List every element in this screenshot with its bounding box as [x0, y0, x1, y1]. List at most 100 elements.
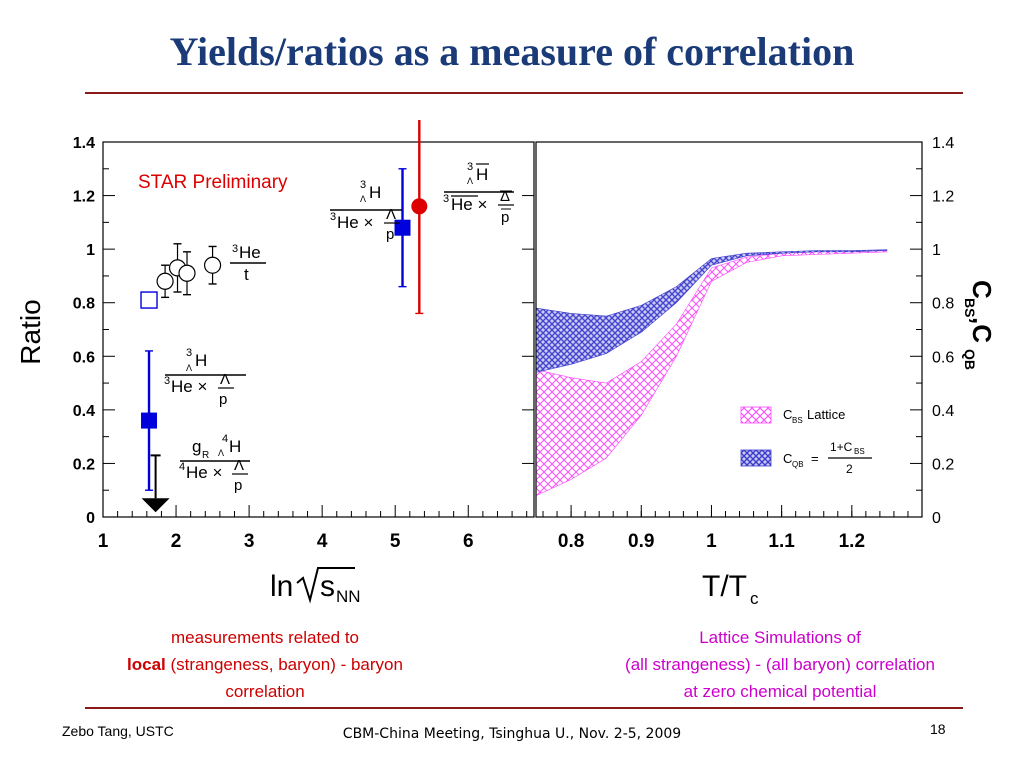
caption-left-line2-rest: (strangeness, baryon) - baryon — [165, 655, 403, 674]
label-he3-over-t: 3 He t — [230, 243, 266, 284]
caption-left-line3: correlation — [225, 682, 305, 701]
data-point-hypertriton — [394, 219, 411, 236]
caption-right: Lattice Simulations of (all strangeness)… — [560, 624, 1000, 705]
svg-text:2: 2 — [846, 462, 853, 476]
right-panel: 0 0.2 0.4 0.6 0.8 1 1.2 1.4 0.8 0.9 1 1.1 1.2 — [535, 135, 954, 552]
label-hypertriton-ratio-low: 3Λ H 3 He × Λ p — [164, 347, 246, 408]
right-y-tick-label: 0.6 — [932, 349, 954, 366]
svg-text:t: t — [244, 265, 249, 284]
svg-text:BS: BS — [854, 447, 865, 456]
left-y-tick-label: 1.2 — [73, 189, 95, 206]
svg-text:H: H — [476, 165, 488, 184]
svg-text:ln: ln — [270, 570, 293, 603]
right-y-tick-label: 0.2 — [932, 456, 954, 473]
svg-text:3: 3 — [330, 211, 336, 223]
svg-text:3: 3 — [443, 193, 449, 205]
left-y-tick-label: 0.6 — [73, 349, 95, 366]
right-x-tick-label: 1.1 — [768, 531, 795, 552]
svg-text:s: s — [320, 570, 335, 603]
svg-text:NN: NN — [336, 587, 361, 606]
svg-text:He: He — [239, 243, 261, 262]
upper-limit-arrow — [141, 498, 170, 513]
svg-text:Λ: Λ — [386, 206, 396, 223]
left-panel: 0 0.2 0.4 0.6 0.8 1 1.2 1.4 1 2 3 4 5 6 — [73, 120, 535, 552]
legend-swatch-cqb — [740, 449, 772, 467]
svg-text:H: H — [229, 437, 241, 456]
svg-text:H: H — [195, 351, 207, 370]
svg-text:QB: QB — [962, 349, 978, 370]
right-x-tick-label: 1 — [706, 531, 717, 552]
left-x-tick-label: 6 — [463, 531, 474, 552]
right-x-tick-label: 0.9 — [628, 531, 654, 552]
left-y-tick-label: 0.4 — [73, 403, 95, 420]
svg-text:3: 3 — [467, 161, 473, 173]
caption-left-line2: local (strangeness, baryon) - baryon — [110, 651, 420, 678]
svg-text:R: R — [202, 450, 209, 461]
right-x-tick-label: 0.8 — [558, 531, 584, 552]
caption-right-line3: at zero chemical potential — [683, 682, 877, 701]
svg-text:4: 4 — [179, 461, 185, 473]
correlation-figure: 0 0.2 0.4 0.6 0.8 1 1.2 1.4 1 2 3 4 5 6 0 0.2 0.4 0.6 0.8… — [15, 120, 997, 608]
svg-text:Λ: Λ — [360, 194, 366, 204]
svg-text:,C: ,C — [967, 317, 997, 343]
y-axis-label-right: C BS ,C QB — [962, 280, 997, 370]
footer-meeting: CBM-China Meeting, Tsinghua U., Nov. 2-5… — [342, 726, 682, 742]
data-point-anti-hypertriton — [411, 198, 428, 215]
data-point-he3-t — [156, 272, 174, 290]
left-y-tick-label: 1 — [86, 242, 95, 259]
left-y-tick-label: 0 — [86, 510, 95, 527]
svg-text:p: p — [234, 477, 242, 494]
svg-text:QB: QB — [792, 460, 804, 469]
caption-right-line1: Lattice Simulations of — [699, 628, 861, 647]
svg-text:g: g — [192, 437, 201, 456]
left-x-tick-label: 5 — [390, 531, 401, 552]
data-point-open-square — [140, 291, 158, 309]
band-cbs-lattice — [535, 250, 888, 497]
x-axis-label-left: ln s NN — [270, 567, 361, 606]
svg-text:Λ: Λ — [234, 457, 244, 474]
svg-text:3: 3 — [232, 243, 238, 255]
svg-text:H: H — [369, 183, 381, 202]
caption-left-bold: local — [127, 655, 166, 674]
legend-swatch-cbs — [740, 406, 772, 424]
data-point-he3-t — [203, 256, 222, 274]
svg-text:T/T: T/T — [702, 570, 747, 603]
right-y-tick-label: 1 — [932, 242, 941, 259]
right-y-tick-label: 1.4 — [932, 135, 954, 152]
left-y-tick-label: 0.2 — [73, 456, 95, 473]
band-cqb — [535, 249, 888, 373]
svg-text:Λ: Λ — [186, 363, 192, 373]
left-x-tick-label: 3 — [244, 531, 255, 552]
svg-text:He ×: He × — [171, 377, 207, 396]
svg-text:BS: BS — [962, 298, 978, 317]
page-number: 18 — [930, 721, 946, 737]
right-y-tick-label: 1.2 — [932, 189, 954, 206]
x-axis-label-right: T/T c — [702, 570, 759, 608]
svg-text:3: 3 — [164, 375, 170, 387]
caption-right-line2: (all strangeness) - (all baryon) correla… — [625, 655, 935, 674]
svg-text:Λ: Λ — [218, 448, 224, 458]
left-y-tick-label: 1.4 — [73, 135, 95, 152]
svg-text:3: 3 — [360, 179, 366, 191]
svg-text:C: C — [783, 407, 792, 422]
left-x-tick-label: 1 — [98, 531, 109, 552]
footer-author: Zebo Tang, USTC — [62, 723, 174, 739]
svg-text:BS: BS — [792, 416, 803, 425]
svg-text:c: c — [750, 589, 759, 608]
svg-text:He ×: He × — [186, 463, 222, 482]
left-x-tick-label: 2 — [171, 531, 182, 552]
footer-divider — [85, 707, 963, 709]
right-x-tick-label: 1.2 — [839, 531, 865, 552]
right-y-tick-label: 0.4 — [932, 403, 954, 420]
slide-title: Yields/ratios as a measure of correlatio… — [169, 29, 855, 74]
svg-text:Lattice: Lattice — [807, 407, 845, 422]
svg-text:p: p — [501, 209, 509, 226]
svg-text:He ×: He × — [337, 213, 373, 232]
svg-text:Λ: Λ — [220, 371, 230, 388]
svg-text:=: = — [811, 451, 819, 466]
svg-text:C: C — [783, 451, 792, 466]
data-point-hypertriton — [141, 412, 158, 429]
svg-text:1+C: 1+C — [830, 440, 853, 454]
svg-text:p: p — [219, 391, 227, 408]
